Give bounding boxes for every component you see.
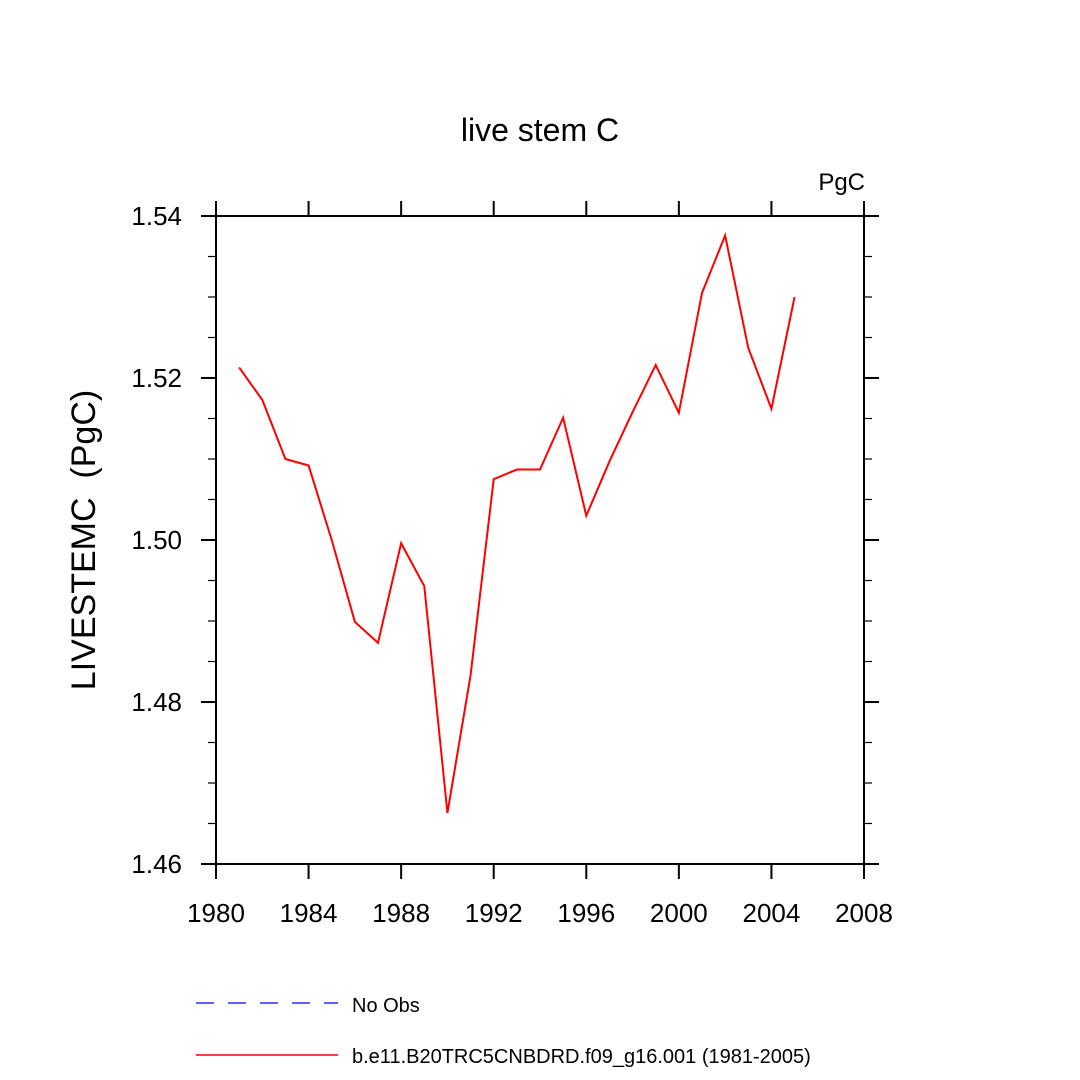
series-line bbox=[238, 231, 796, 814]
x-tick-label: 2000 bbox=[650, 898, 708, 928]
x-tick-label: 2008 bbox=[835, 898, 893, 928]
y-axis-label: LIVESTEMC (PgC) bbox=[65, 390, 103, 690]
legend: No Obs b.e11.B20TRC5CNBDRD.f09_g16.001 (… bbox=[196, 995, 811, 1068]
y-tick-label: 1.52 bbox=[131, 363, 182, 393]
plot-frame bbox=[215, 215, 865, 865]
units-label: PgC bbox=[818, 169, 865, 196]
series-layer bbox=[238, 231, 796, 814]
x-tick-label: 1988 bbox=[372, 898, 430, 928]
x-ticks bbox=[215, 201, 865, 879]
x-tick-labels: 1980 1984 1988 1992 1996 2000 2004 2008 bbox=[187, 898, 893, 928]
x-tick-label: 1992 bbox=[465, 898, 523, 928]
x-tick-label: 1984 bbox=[280, 898, 338, 928]
y-ticks bbox=[201, 215, 879, 865]
x-tick-label: 1980 bbox=[187, 898, 245, 928]
y-tick-label: 1.50 bbox=[131, 525, 182, 555]
y-tick-label: 1.48 bbox=[131, 687, 182, 717]
legend-label-model: b.e11.B20TRC5CNBDRD.f09_g16.001 (1981-20… bbox=[352, 1046, 811, 1068]
x-tick-label: 2004 bbox=[743, 898, 801, 928]
legend-label-no-obs: No Obs bbox=[352, 995, 420, 1017]
y-tick-label: 1.54 bbox=[131, 201, 182, 231]
y-tick-label: 1.46 bbox=[131, 849, 182, 879]
chart-title: live stem C bbox=[461, 112, 619, 148]
x-tick-label: 1996 bbox=[557, 898, 615, 928]
y-tick-labels: 1.46 1.48 1.50 1.52 1.54 bbox=[131, 201, 182, 879]
